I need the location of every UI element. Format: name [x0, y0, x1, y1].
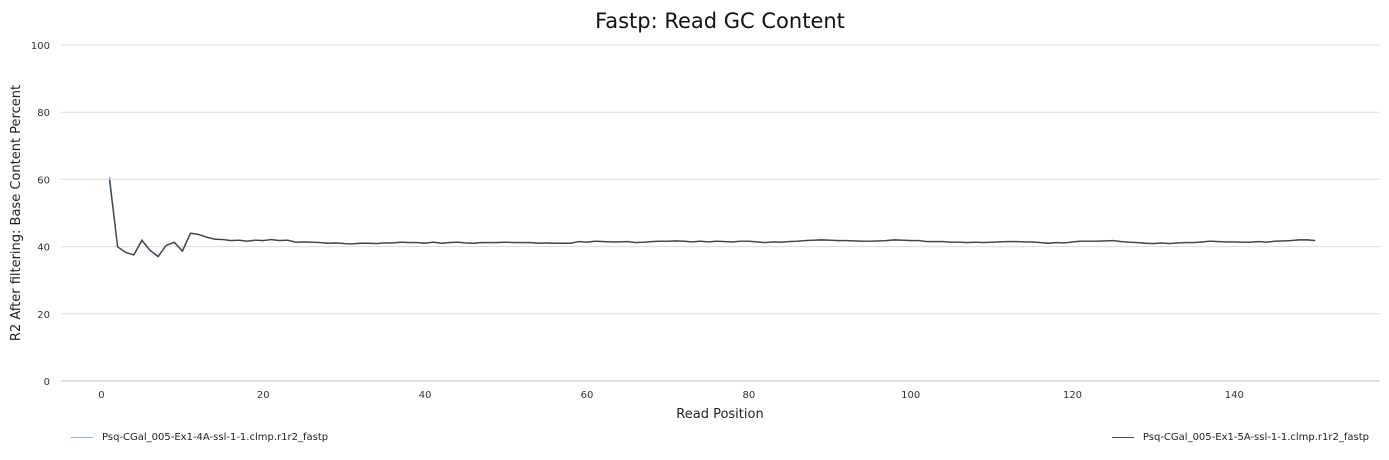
y-tick-label: 100	[31, 41, 50, 52]
y-tick-label: 80	[37, 108, 50, 119]
y-tick-label: 0	[44, 377, 50, 388]
legend-swatch	[71, 437, 93, 438]
x-tick-label: 0	[98, 390, 104, 401]
legend-swatch	[1111, 437, 1134, 438]
x-tick-label: 60	[581, 390, 594, 401]
chart-title: Fastp: Read GC Content	[595, 9, 845, 33]
x-tick-label: 100	[901, 390, 920, 401]
legend-label: Psq-CGal_005-Ex1-4A-ssl-1-1.clmp.r1r2_fa…	[102, 432, 329, 443]
legend-item-4a[interactable]: Psq-CGal_005-Ex1-4A-ssl-1-1.clmp.r1r2_fa…	[71, 432, 328, 443]
series-lines	[108, 176, 1316, 258]
x-axis-label: Read Position	[676, 407, 763, 422]
x-tick-label: 40	[419, 390, 432, 401]
x-tick-label: 120	[1063, 390, 1082, 401]
legend-item-5a[interactable]: Psq-CGal_005-Ex1-5A-ssl-1-1.clmp.r1r2_fa…	[1111, 432, 1369, 443]
x-tick-label: 140	[1225, 390, 1244, 401]
legend-label: Psq-CGal_005-Ex1-5A-ssl-1-1.clmp.r1r2_fa…	[1142, 432, 1369, 443]
grid-lines	[61, 44, 1380, 315]
y-axis-ticks: 0 20 40 60 80 100	[31, 41, 50, 388]
y-axis-label: R2 After filtering: Base Content Percent	[9, 85, 24, 341]
series-line-1[interactable]	[108, 176, 1316, 257]
y-tick-label: 60	[37, 175, 50, 186]
x-tick-label: 80	[742, 390, 755, 401]
x-axis-ticks: 0 20 40 60 80 100 120 140	[98, 390, 1244, 401]
y-tick-label: 40	[37, 243, 50, 254]
series-line-2[interactable]	[108, 179, 1316, 258]
y-tick-label: 20	[37, 310, 50, 321]
x-tick-label: 20	[257, 390, 270, 401]
